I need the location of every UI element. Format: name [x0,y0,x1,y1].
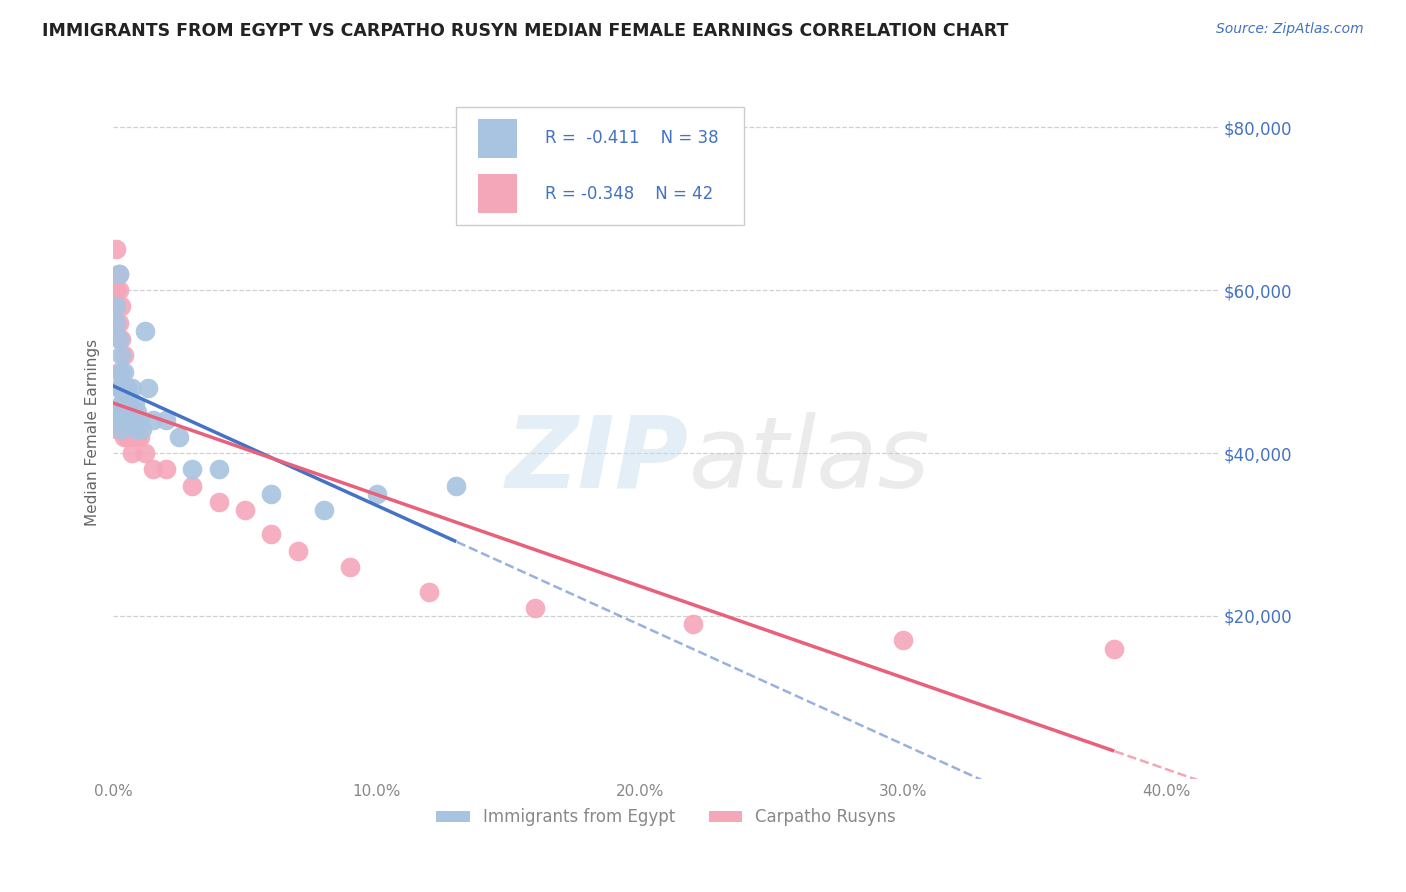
Point [682,617,704,632]
Point [1102,641,1125,656]
Text: ZIP: ZIP [505,412,689,508]
Point [118,413,141,427]
Point [110,397,132,411]
Text: Source: ZipAtlas.com: Source: ZipAtlas.com [1216,22,1364,37]
Point [110,348,132,362]
Point [155,462,177,476]
Point [107,267,129,281]
Point [110,413,132,427]
Point [118,397,141,411]
Point [118,389,141,403]
Point [181,478,204,492]
Point [136,381,159,395]
Point [110,421,132,435]
Point [208,495,231,509]
Point [124,413,146,427]
Point [105,421,128,435]
Point [115,430,138,444]
Point [115,421,138,435]
Point [142,413,165,427]
Point [112,365,135,379]
Point [124,397,146,411]
Text: atlas: atlas [689,412,929,508]
Point [107,365,129,379]
Point [233,503,256,517]
Point [260,487,283,501]
Point [366,487,388,501]
Point [115,381,138,395]
Point [121,446,143,460]
Point [107,267,129,281]
Point [121,413,143,427]
Point [142,462,165,476]
Point [314,503,336,517]
Point [112,413,135,427]
Point [107,332,129,346]
Point [444,478,467,492]
Point [115,397,138,411]
Point [105,283,128,297]
Text: R = -0.348    N = 42: R = -0.348 N = 42 [544,185,713,202]
Point [169,430,191,444]
Point [110,365,132,379]
Point [110,332,132,346]
Point [118,430,141,444]
Point [115,381,138,395]
Point [287,543,309,558]
Point [339,560,361,574]
Point [155,413,177,427]
Y-axis label: Median Female Earnings: Median Female Earnings [86,339,100,526]
Point [127,405,149,419]
Point [107,381,129,395]
Point [115,405,138,419]
Point [110,381,132,395]
Point [134,446,156,460]
Point [134,324,156,338]
Point [115,413,138,427]
Point [112,348,135,362]
Point [131,421,153,435]
Text: R =  -0.411    N = 38: R = -0.411 N = 38 [544,129,718,147]
Point [112,430,135,444]
Bar [478,174,517,213]
Point [124,421,146,435]
Text: IMMIGRANTS FROM EGYPT VS CARPATHO RUSYN MEDIAN FEMALE EARNINGS CORRELATION CHART: IMMIGRANTS FROM EGYPT VS CARPATHO RUSYN … [42,22,1008,40]
Point [121,413,143,427]
Point [105,243,128,257]
Point [110,421,132,435]
Point [105,299,128,313]
Point [128,413,150,427]
Point [260,527,283,541]
Point [110,299,132,313]
Point [523,600,546,615]
Point [107,413,129,427]
Point [107,405,129,419]
Point [418,584,440,599]
Point [128,430,150,444]
Point [112,389,135,403]
Point [112,413,135,427]
Point [208,462,231,476]
Point [121,381,143,395]
Point [112,397,135,411]
Point [105,413,128,427]
Point [107,283,129,297]
Point [891,633,914,648]
Point [127,430,149,444]
Point [181,462,204,476]
Legend: Immigrants from Egypt, Carpatho Rusyns: Immigrants from Egypt, Carpatho Rusyns [430,802,903,833]
Point [110,381,132,395]
Bar [478,119,517,158]
Point [107,316,129,330]
Point [105,316,128,330]
FancyBboxPatch shape [456,107,744,225]
